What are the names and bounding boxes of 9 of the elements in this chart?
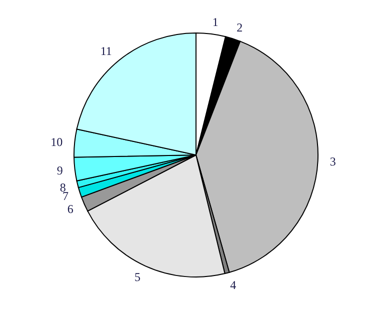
slice-label: 9 xyxy=(56,164,63,178)
slice-label: 1 xyxy=(212,15,218,30)
slice-label: 4 xyxy=(230,278,236,292)
slice-label: 11 xyxy=(100,44,112,58)
slice-label: 2 xyxy=(236,20,243,34)
slice-label: 10 xyxy=(50,135,63,150)
slice-label: 3 xyxy=(330,154,336,169)
slice-label: 6 xyxy=(67,202,74,216)
slice-label: 5 xyxy=(134,270,140,284)
